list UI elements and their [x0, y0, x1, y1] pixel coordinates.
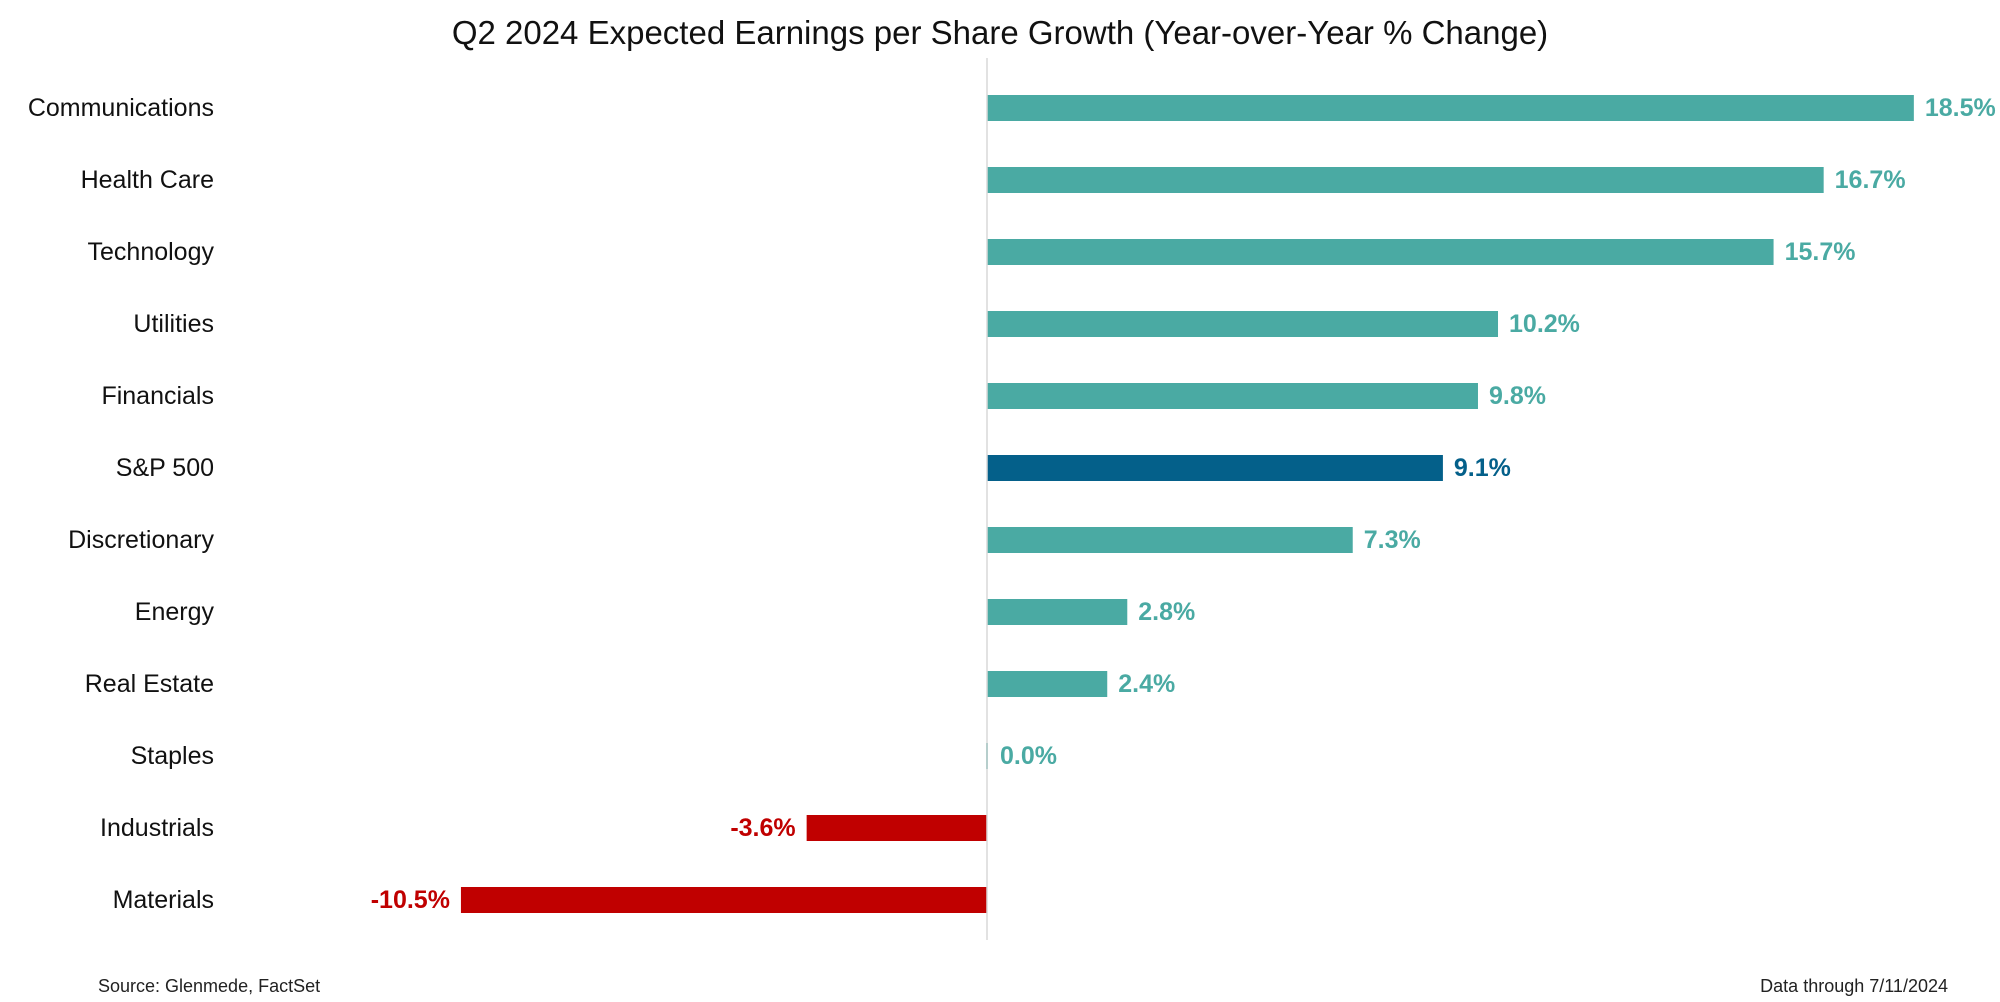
value-label-utilities: 10.2% [1509, 310, 1580, 338]
category-label-industrials: Industrials [100, 814, 214, 842]
value-label-discretionary: 7.3% [1364, 526, 1421, 554]
chart-title: Q2 2024 Expected Earnings per Share Grow… [451, 14, 1549, 51]
value-label-technology: 15.7% [1785, 238, 1856, 266]
value-label-energy: 2.8% [1138, 598, 1195, 626]
bar-materials [460, 887, 987, 913]
category-label-staples: Staples [131, 742, 214, 770]
bar-utilities [987, 311, 1499, 337]
value-label-health-care: 16.7% [1835, 166, 1906, 194]
bars-layer [460, 95, 1914, 913]
bar-industrials [806, 815, 987, 841]
category-label-financials: Financials [101, 382, 214, 410]
category-label-materials: Materials [113, 886, 214, 914]
category-label-health-care: Health Care [81, 166, 214, 194]
value-label-communications: 18.5% [1925, 94, 1996, 122]
value-label-sandp-500: 9.1% [1454, 454, 1511, 482]
bar-real-estate [987, 671, 1108, 697]
bar-sandp-500 [987, 455, 1443, 481]
bar-discretionary [987, 527, 1353, 553]
labels-layer: Communications 18.5% Health Care 16.7% Techn… [28, 94, 1996, 914]
category-label-energy: Energy [135, 598, 215, 626]
source-note: Source: Glenmede, FactSet [98, 976, 321, 996]
category-label-technology: Technology [88, 238, 215, 266]
value-label-staples: 0.0% [1000, 742, 1057, 770]
category-label-communications: Communications [28, 94, 214, 122]
bar-communications [987, 95, 1914, 121]
category-label-utilities: Utilities [133, 310, 214, 338]
bar-energy [987, 599, 1128, 625]
value-label-industrials: -3.6% [730, 814, 795, 842]
bar-health-care [987, 167, 1824, 193]
value-label-materials: -10.5% [371, 886, 450, 914]
value-label-real-estate: 2.4% [1118, 670, 1175, 698]
value-label-financials: 9.8% [1489, 382, 1546, 410]
category-label-real-estate: Real Estate [85, 670, 214, 698]
data-date-note: Data through 7/11/2024 [1760, 976, 1948, 996]
bar-financials [987, 383, 1478, 409]
bar-technology [987, 239, 1774, 265]
category-label-sandp-500: S&P 500 [116, 454, 214, 482]
category-label-discretionary: Discretionary [68, 526, 214, 554]
